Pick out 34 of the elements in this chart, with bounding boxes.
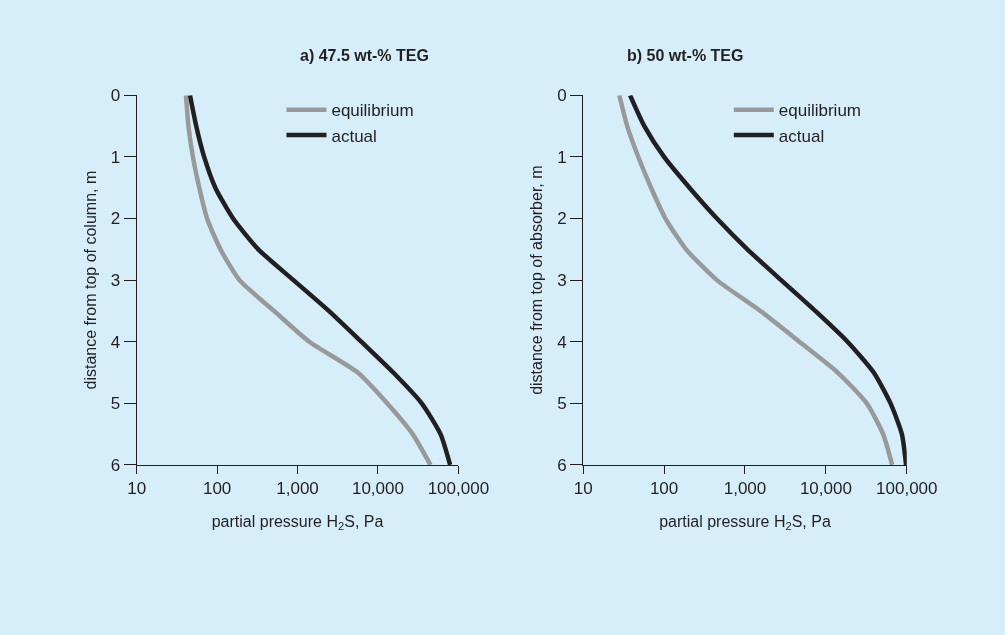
y-tick-label: 2 (110, 209, 121, 229)
y-axis-title: distance from top of column, m (81, 170, 99, 390)
x-tick-label: 100,000 (427, 479, 490, 499)
x-tick-label: 1,000 (276, 479, 319, 499)
y-axis-title: distance from top of absorber, m (528, 165, 546, 395)
x-tick-label: 100 (202, 479, 232, 499)
y-tick-label: 6 (557, 455, 567, 475)
y-tick-label: 6 (110, 455, 121, 475)
x-axis-title: partial pressure H$_{2}$S, Pa (659, 513, 831, 533)
chart-title: b) 50 wt-% TEG (627, 47, 744, 64)
x-axis-title: partial pressure H$_{2}$S, Pa (211, 513, 384, 533)
y-tick-label: 1 (557, 147, 567, 167)
y-tick-label: 4 (110, 332, 121, 352)
legend-label: actual (778, 126, 825, 146)
x-tick-label: 10 (127, 479, 147, 499)
x-tick-label: 100,000 (876, 479, 938, 499)
x-tick-label: 10,000 (799, 479, 852, 499)
x-tick-label: 100 (649, 479, 679, 499)
y-tick-label: 3 (557, 271, 567, 291)
y-tick-label: 0 (557, 86, 567, 106)
y-tick-label: 5 (557, 394, 567, 414)
x-tick-label: 10 (573, 479, 593, 499)
y-tick-label: 3 (110, 271, 121, 291)
y-tick-label: 2 (557, 209, 567, 229)
legend-label: equilibrium (778, 101, 862, 121)
legend-label: actual (331, 126, 377, 146)
y-tick-label: 0 (110, 86, 121, 106)
y-tick-label: 1 (110, 147, 121, 167)
y-tick-label: 4 (557, 332, 567, 352)
chart-title: a) 47.5 wt-% TEG (300, 47, 429, 64)
x-tick-label: 1,000 (723, 479, 767, 499)
y-tick-label: 5 (110, 394, 121, 414)
legend-label: equilibrium (331, 101, 414, 121)
x-tick-label: 10,000 (351, 479, 404, 499)
